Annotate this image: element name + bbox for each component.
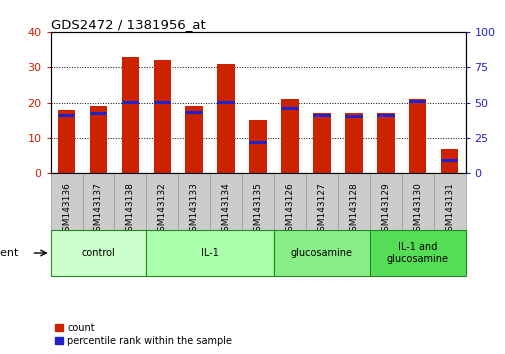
Bar: [185, 106, 203, 173]
Text: GSM143135: GSM143135: [253, 182, 262, 236]
Bar: [249, 120, 266, 173]
Text: GSM143134: GSM143134: [221, 182, 230, 236]
Bar: [274, 173, 306, 230]
Bar: [281, 99, 298, 173]
Bar: [89, 113, 107, 115]
Bar: [376, 114, 394, 117]
Bar: [440, 149, 458, 173]
Text: GSM143126: GSM143126: [285, 182, 294, 236]
Bar: [185, 111, 203, 114]
Bar: [58, 114, 75, 117]
Bar: [313, 113, 330, 173]
Bar: [146, 173, 178, 230]
Bar: [274, 230, 369, 276]
Bar: [344, 115, 362, 118]
Bar: [153, 60, 171, 173]
Bar: [153, 101, 171, 104]
Text: GSM143128: GSM143128: [348, 182, 358, 236]
Text: GDS2472 / 1381956_at: GDS2472 / 1381956_at: [50, 18, 205, 31]
Text: GSM143133: GSM143133: [189, 182, 198, 236]
Legend: count, percentile rank within the sample: count, percentile rank within the sample: [56, 323, 232, 346]
Text: glucosamine: glucosamine: [290, 248, 352, 258]
Text: GSM143132: GSM143132: [158, 182, 167, 236]
Bar: [50, 173, 82, 230]
Text: IL-1 and
glucosamine: IL-1 and glucosamine: [386, 242, 448, 264]
Text: GSM143127: GSM143127: [317, 182, 326, 236]
Text: GSM143129: GSM143129: [380, 182, 389, 236]
Text: GSM143137: GSM143137: [94, 182, 103, 236]
Bar: [306, 173, 337, 230]
Text: agent: agent: [0, 248, 19, 258]
Bar: [369, 230, 465, 276]
Text: IL-1: IL-1: [201, 248, 219, 258]
Bar: [89, 106, 107, 173]
Text: GSM143131: GSM143131: [444, 182, 453, 236]
Bar: [121, 101, 139, 104]
Bar: [369, 173, 401, 230]
Text: GSM143130: GSM143130: [412, 182, 421, 236]
Text: GSM143136: GSM143136: [62, 182, 71, 236]
Bar: [408, 99, 426, 173]
Bar: [249, 141, 266, 144]
Text: GSM143138: GSM143138: [126, 182, 135, 236]
Bar: [440, 159, 458, 162]
Bar: [241, 173, 274, 230]
Bar: [217, 101, 234, 104]
Bar: [401, 173, 433, 230]
Text: control: control: [81, 248, 115, 258]
Bar: [50, 230, 146, 276]
Bar: [58, 110, 75, 173]
Bar: [114, 173, 146, 230]
Bar: [178, 173, 210, 230]
Bar: [146, 230, 274, 276]
Bar: [433, 173, 465, 230]
Bar: [82, 173, 114, 230]
Bar: [281, 107, 298, 110]
Bar: [344, 113, 362, 173]
Bar: [121, 57, 139, 173]
Bar: [337, 173, 369, 230]
Bar: [210, 173, 241, 230]
Bar: [376, 113, 394, 173]
Bar: [217, 64, 234, 173]
Bar: [408, 100, 426, 103]
Bar: [313, 114, 330, 117]
